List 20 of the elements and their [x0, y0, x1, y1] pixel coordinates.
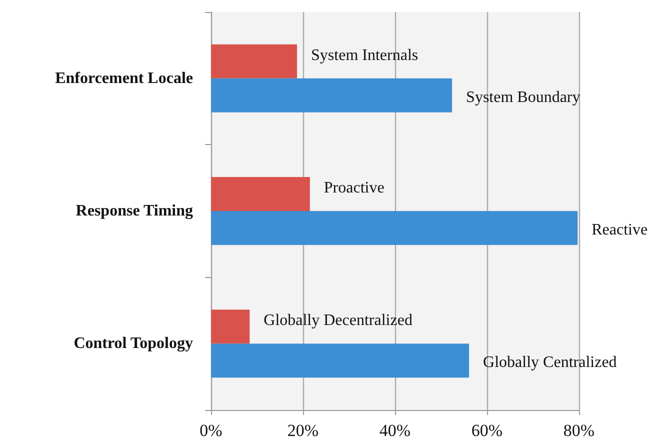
x-tick-label: 40%	[379, 421, 411, 440]
data-label: Globally Decentralized	[264, 312, 412, 330]
bar	[211, 344, 470, 378]
x-tick-label: 60%	[471, 421, 503, 440]
bar	[211, 211, 578, 245]
x-tick-label: 80%	[563, 421, 595, 440]
data-label: Reactive	[592, 222, 648, 238]
bar	[211, 78, 452, 112]
data-label: System Boundary	[466, 88, 580, 106]
y-tick-label: Response Timing	[76, 202, 193, 220]
data-label: Proactive	[324, 180, 384, 196]
data-label: Globally Centralized	[483, 354, 617, 372]
bar	[211, 177, 310, 211]
y-tick-label: Enforcement Locale	[55, 70, 193, 87]
x-tick-label: 20%	[287, 421, 319, 440]
bar	[211, 44, 298, 78]
x-tick-label: 0%	[200, 421, 222, 440]
data-label: System Internals	[311, 46, 418, 64]
y-tick-label: Control Topology	[74, 335, 193, 352]
bar	[211, 310, 250, 344]
